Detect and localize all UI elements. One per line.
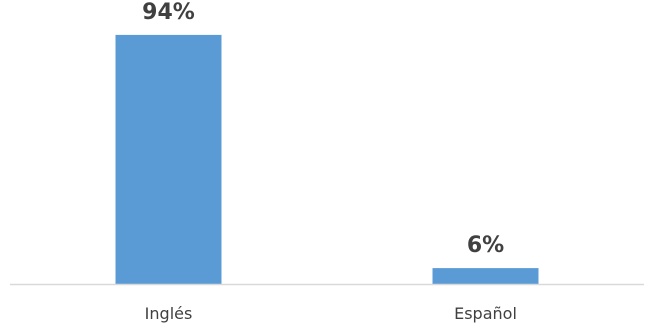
bar-0 [115, 34, 222, 285]
data-label-0: 94% [142, 0, 195, 25]
x-tick-label-0: Inglés [145, 304, 193, 323]
x-tick-label-1: Español [454, 304, 517, 323]
bar-1 [432, 268, 539, 284]
data-label-1: 6% [467, 233, 504, 258]
data-labels-group: 94% 6% [142, 0, 504, 258]
bars-group [115, 34, 539, 285]
x-tick-labels-group: Inglés Español [145, 304, 517, 323]
